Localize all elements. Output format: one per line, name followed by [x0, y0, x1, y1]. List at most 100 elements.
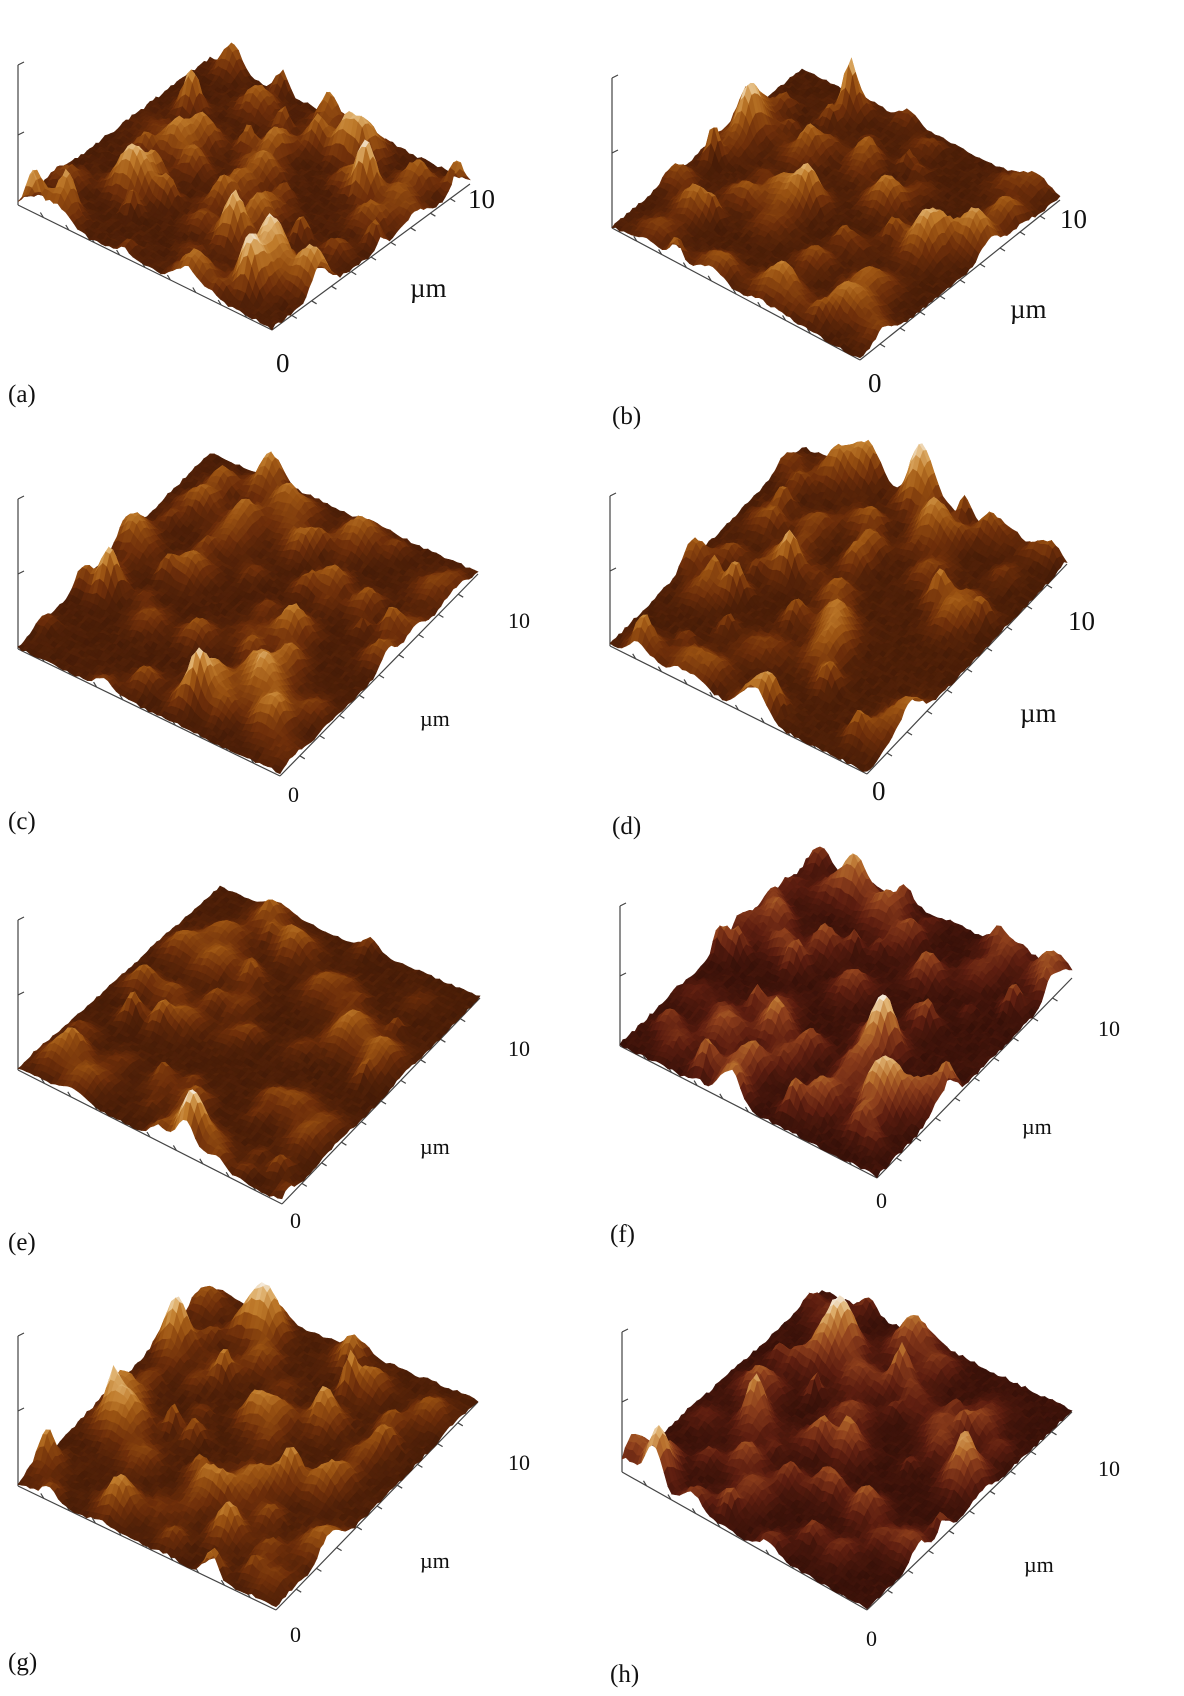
y-axis-tick: [1019, 231, 1026, 236]
x-axis-tick: [93, 681, 98, 688]
y-axis-tick: [301, 1182, 308, 1187]
y-axis-tick: [946, 689, 953, 694]
y-axis-tick: [440, 1038, 446, 1043]
axis-frame: [17, 495, 479, 777]
axis-max-label-e: 10: [508, 1038, 530, 1060]
height-map: [17, 885, 481, 1200]
panel-label-f: (f): [610, 1222, 635, 1247]
surface-group: [17, 1282, 479, 1611]
axis-min-label-h: 0: [866, 1628, 877, 1650]
y-axis-tick: [1030, 1451, 1037, 1456]
axis-unit-label-e: µm: [420, 1136, 450, 1158]
x-axis-tick: [709, 691, 714, 698]
y-axis-tick: [410, 227, 416, 232]
y-axis-tick: [886, 752, 893, 757]
x-axis-tick: [199, 1158, 204, 1165]
axis-max-label-g: 10: [508, 1452, 530, 1474]
x-axis-tick: [693, 1080, 698, 1086]
axis-unit-label-d: µm: [1020, 700, 1057, 727]
axis-min-label-e: 0: [290, 1210, 301, 1232]
x-axis-tick: [65, 224, 70, 231]
y-axis-tick: [1052, 997, 1058, 1002]
y-axis-tick: [336, 1547, 342, 1552]
y-axis-tick: [1026, 605, 1033, 610]
axis-unit-label-g: µm: [420, 1550, 450, 1572]
x-axis-tick: [225, 1171, 230, 1178]
y-axis-tick: [437, 1443, 443, 1448]
axis-max-label-c: 10: [508, 610, 530, 632]
y-axis-tick: [376, 1505, 383, 1510]
panel-g: 10 µm 0 (g): [0, 1272, 592, 1696]
panel-c: 10 µm 0 (c): [0, 424, 592, 848]
z-axis-tick: [17, 495, 25, 500]
y-axis-tick: [360, 1121, 367, 1126]
panel-label-b: (b): [612, 404, 641, 429]
z-axis-tick: [611, 149, 619, 154]
height-map: [17, 42, 471, 331]
z-axis-tick: [619, 972, 627, 977]
x-axis-tick: [146, 1131, 151, 1138]
y-axis-tick: [1046, 584, 1053, 589]
z-axis-tick: [609, 492, 617, 497]
y-axis-tick: [449, 198, 456, 203]
x-axis-tick: [217, 299, 222, 306]
x-axis-tick: [119, 694, 124, 701]
axis-max-label-h: 10: [1098, 1458, 1120, 1480]
y-axis-tick: [430, 212, 436, 217]
x-axis-tick: [633, 235, 638, 242]
y-axis-tick: [999, 247, 1006, 252]
axis-min-label-d: 0: [872, 778, 886, 805]
axis-unit-label-c: µm: [420, 708, 450, 730]
y-axis-tick: [907, 1569, 914, 1574]
y-axis-tick: [457, 593, 464, 598]
y-axis-tick: [974, 1077, 980, 1082]
x-axis-tick: [806, 328, 811, 334]
y-axis-tick: [319, 735, 325, 740]
y-axis-tick: [418, 634, 424, 639]
panel-label-e: (e): [8, 1230, 36, 1255]
axis-frame: [17, 1332, 479, 1611]
axis-frame: [621, 1328, 1073, 1611]
x-axis-tick: [632, 653, 637, 660]
x-axis-tick: [732, 288, 737, 295]
z-axis-tick: [17, 1407, 25, 1412]
y-axis-tick: [879, 343, 886, 348]
x-axis-tick: [765, 1549, 770, 1556]
x-axis-tick: [40, 1493, 45, 1499]
z-axis-tick: [621, 1328, 629, 1333]
y-axis-tick: [311, 300, 317, 305]
panel-label-g: (g): [8, 1650, 37, 1675]
y-axis-tick: [438, 613, 444, 618]
afm-surface-f: [619, 846, 1073, 1179]
panel-f: 10 µm 0 (f): [592, 846, 1184, 1272]
y-axis-tick: [370, 256, 377, 261]
x-axis-tick: [691, 1508, 697, 1514]
y-axis-tick: [1039, 215, 1046, 220]
x-axis-tick: [67, 1091, 72, 1098]
panel-d: 10 µm 0 (d): [592, 424, 1184, 848]
afm-surface-b: [611, 57, 1061, 361]
height-map: [619, 846, 1073, 1179]
axis-frame: [611, 74, 1061, 361]
y-axis-tick: [457, 1422, 464, 1427]
y-axis-tick: [1006, 626, 1013, 631]
surface-group: [619, 846, 1073, 1179]
surface-group: [17, 451, 479, 777]
y-axis-tick: [291, 314, 298, 319]
x-axis-tick: [657, 666, 662, 672]
y-axis-tick: [341, 1141, 347, 1146]
x-axis-tick: [719, 1093, 724, 1100]
z-axis-tick: [17, 61, 25, 66]
y-axis-tick: [396, 1484, 403, 1489]
y-axis-tick: [979, 263, 986, 268]
afm-surface-e: [17, 885, 481, 1205]
axis-min-label-g: 0: [290, 1624, 301, 1646]
z-axis-tick: [17, 991, 25, 996]
axis-max-label-d: 10: [1068, 608, 1095, 635]
y-axis-tick: [356, 1526, 363, 1531]
axis-unit-label-b: µm: [1010, 296, 1047, 323]
axis-max-label-a: 10: [468, 186, 495, 213]
surface-group: [609, 439, 1068, 775]
x-axis-tick: [172, 1145, 177, 1151]
axis-unit-label-h: µm: [1024, 1554, 1054, 1576]
